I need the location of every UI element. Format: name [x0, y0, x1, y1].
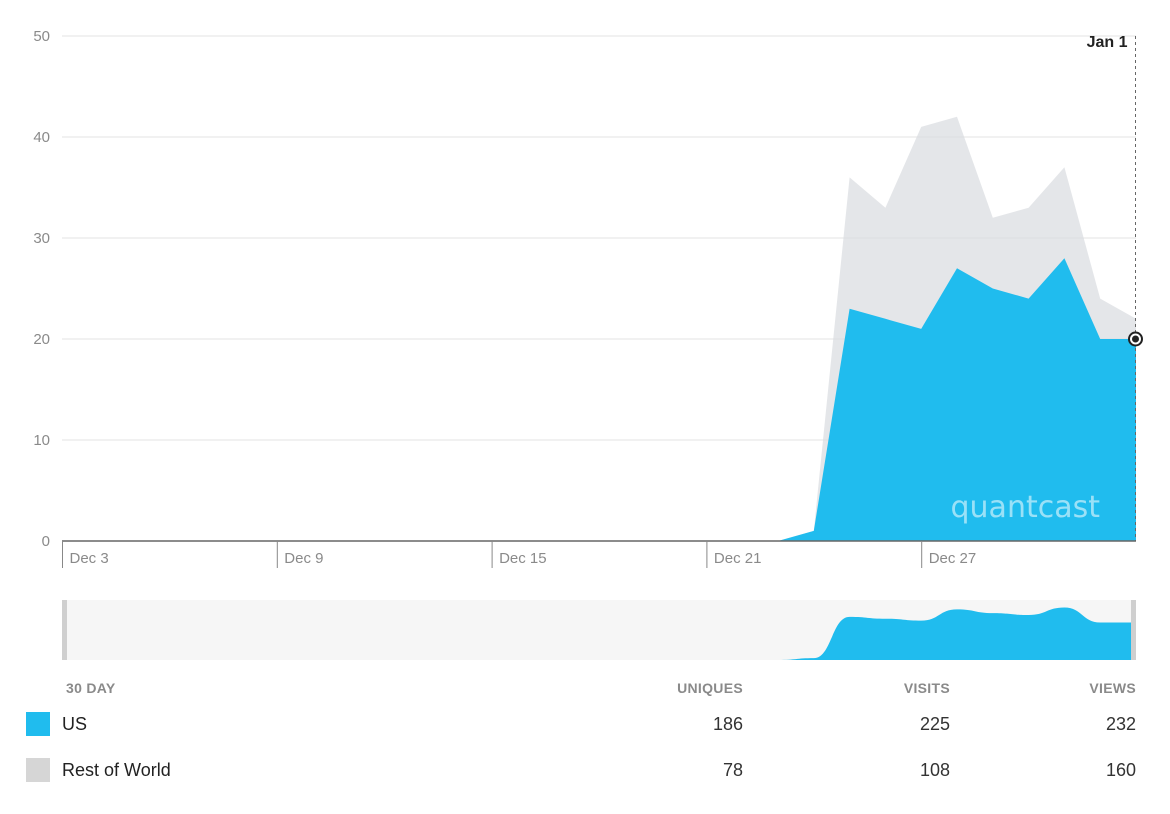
row-visits: 108: [919, 760, 950, 780]
row-name: Rest of World: [62, 760, 171, 780]
stats-table: 30 DAY UNIQUES VISITS VIEWS US 186 225 2…: [0, 672, 1170, 798]
y-tick-label: 30: [33, 230, 50, 247]
traffic-area-chart[interactable]: 0 10 20 30 40 50 quantcast Dec 3 Dec 9 Dec 15 Dec …: [0, 0, 1170, 580]
visits-header: VISITS: [903, 680, 950, 696]
range-handle-right[interactable]: [1131, 600, 1136, 660]
y-tick-label: 0: [42, 533, 50, 550]
y-tick-label: 40: [33, 129, 50, 146]
hover-date-label: Jan 1: [1087, 34, 1128, 51]
x-tick-label: Dec 21: [714, 550, 762, 567]
x-tick-label: Dec 15: [499, 550, 547, 567]
range-selector[interactable]: [0, 592, 1170, 664]
views-header: VIEWS: [1089, 680, 1136, 696]
x-tick-label: Dec 27: [929, 550, 977, 567]
row-uniques: 78: [722, 760, 743, 780]
y-tick-label: 20: [33, 331, 50, 348]
table-row-rest-of-world[interactable]: Rest of World 78 108 160: [0, 752, 1170, 798]
hover-marker-dot: [1132, 335, 1139, 343]
uniques-header: UNIQUES: [677, 680, 743, 696]
period-label: 30 DAY: [66, 680, 116, 696]
us-views: 232: [1105, 714, 1136, 734]
range-handle-left[interactable]: [62, 600, 67, 660]
x-tick-label: Dec 9: [284, 550, 323, 567]
y-tick-label: 50: [33, 28, 50, 45]
us-color-swatch[interactable]: [26, 712, 50, 736]
stats-header: 30 DAY UNIQUES VISITS VIEWS: [0, 672, 1170, 706]
row-name: US: [62, 714, 88, 734]
x-tick-label: Dec 3: [70, 550, 109, 567]
us-area: [62, 258, 1136, 541]
row-color-swatch[interactable]: [26, 758, 50, 782]
range-us-area: [62, 607, 1136, 660]
row-views: 160: [1105, 760, 1136, 780]
y-tick-label: 10: [33, 432, 50, 449]
table-row-us[interactable]: US 186 225 232: [0, 706, 1170, 752]
quantcast-watermark: quantcast: [951, 490, 1101, 525]
us-uniques: 186: [712, 714, 743, 734]
us-visits: 225: [919, 714, 950, 734]
